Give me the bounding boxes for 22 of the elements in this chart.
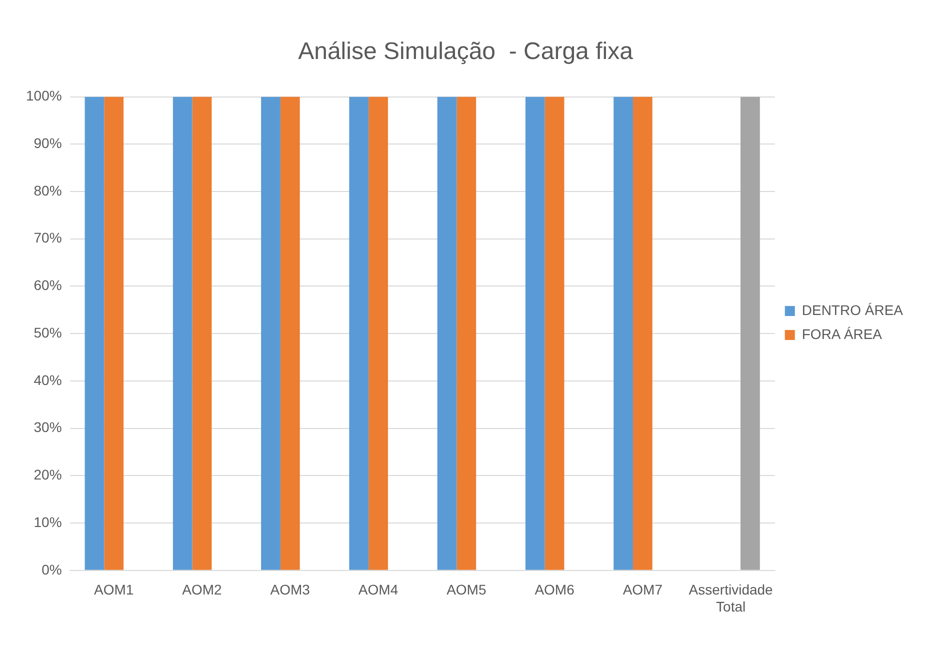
y-tick-label: 40% bbox=[34, 372, 62, 388]
legend-label: DENTRO ÁREA bbox=[802, 302, 904, 318]
x-tick-label: AOM3 bbox=[270, 582, 310, 598]
y-tick-label: 100% bbox=[26, 88, 62, 104]
x-tick-label: AOM1 bbox=[94, 582, 134, 598]
y-tick-label: 90% bbox=[34, 135, 62, 152]
x-tick-label: AOM6 bbox=[534, 582, 575, 598]
y-tick-label: 20% bbox=[34, 466, 62, 483]
x-tick-label: AOM5 bbox=[446, 582, 486, 598]
y-tick-label: 30% bbox=[34, 419, 62, 436]
x-tick-label: AOM2 bbox=[182, 582, 222, 598]
y-tick-label: 60% bbox=[34, 277, 62, 294]
y-tick-label: 0% bbox=[42, 561, 62, 578]
x-tick-label: AOM4 bbox=[358, 582, 398, 598]
y-tick-label: 80% bbox=[34, 182, 62, 198]
chart-title: Análise Simulação - Carga fixa bbox=[298, 38, 634, 66]
y-tick-label: 10% bbox=[34, 514, 62, 530]
x-tick-label: AOM7 bbox=[622, 582, 663, 598]
y-tick-label: 50% bbox=[34, 324, 62, 340]
y-tick-label: 70% bbox=[34, 230, 62, 246]
legend-label: FORA ÁREA bbox=[802, 326, 883, 342]
x-tick-label: Assertividade Total bbox=[688, 582, 774, 614]
